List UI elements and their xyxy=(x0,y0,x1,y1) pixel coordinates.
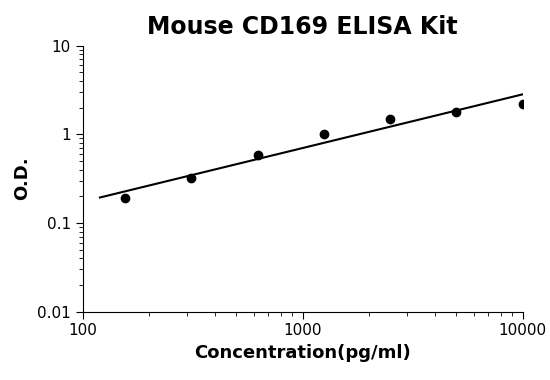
Point xyxy=(452,109,461,115)
Point xyxy=(121,195,130,201)
Point xyxy=(187,175,196,181)
X-axis label: Concentration(pg/ml): Concentration(pg/ml) xyxy=(194,344,411,362)
Point xyxy=(320,131,328,137)
Point xyxy=(253,152,262,158)
Point xyxy=(386,116,394,122)
Y-axis label: O.D.: O.D. xyxy=(13,157,31,200)
Point xyxy=(518,101,527,107)
Title: Mouse CD169 ELISA Kit: Mouse CD169 ELISA Kit xyxy=(147,16,458,40)
